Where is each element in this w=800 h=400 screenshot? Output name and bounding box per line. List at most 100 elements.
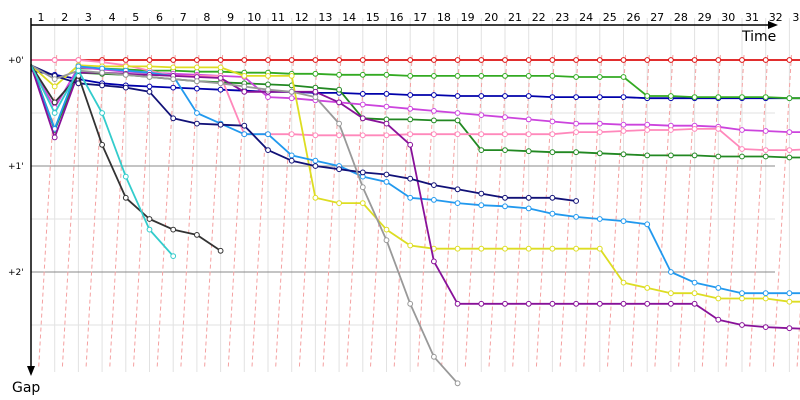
data-point (549, 245, 556, 252)
data-point (478, 93, 485, 99)
data-point (194, 64, 200, 71)
data-point (407, 242, 414, 249)
lap-tick-label: 14 (342, 11, 356, 24)
data-point (99, 69, 105, 76)
data-point (786, 325, 793, 332)
data-point (288, 157, 295, 164)
data-point (99, 82, 105, 89)
lap-dashed-line (441, 54, 461, 368)
data-point (668, 93, 674, 99)
data-point (668, 290, 674, 297)
lap-dashed-line (749, 54, 769, 368)
data-point (644, 300, 651, 307)
data-point (502, 147, 508, 154)
data-point (573, 74, 579, 80)
lap-dashed-line (464, 54, 484, 368)
data-point (549, 194, 556, 201)
data-point (431, 197, 437, 203)
data-point (241, 83, 248, 90)
data-point (715, 57, 722, 63)
data-point (620, 121, 627, 128)
data-point (715, 94, 722, 100)
data-point (312, 163, 319, 169)
data-point (549, 300, 556, 307)
lap-tick-label: 21 (508, 11, 522, 24)
data-point (620, 94, 627, 100)
data-point (573, 57, 579, 63)
data-point (739, 295, 745, 302)
series-8 (30, 63, 800, 297)
lap-tick-label: 9 (227, 11, 234, 24)
data-point (549, 149, 556, 156)
lap-tick-label: 10 (247, 11, 261, 24)
data-point (217, 247, 224, 254)
data-point (359, 169, 366, 176)
data-point (170, 253, 177, 260)
data-point (786, 290, 793, 297)
lap-tick-label: 11 (271, 11, 285, 24)
data-point (170, 57, 177, 63)
lap-tick-label: 17 (413, 11, 427, 24)
data-point (478, 245, 485, 252)
data-point (502, 57, 508, 63)
data-point (525, 116, 532, 123)
data-point (407, 73, 414, 79)
data-point (288, 152, 295, 159)
data-point (762, 290, 769, 297)
data-point (739, 57, 745, 63)
data-point (336, 86, 343, 93)
data-point (739, 322, 745, 328)
series-lines (30, 57, 800, 387)
data-point (75, 57, 82, 63)
data-point (668, 269, 674, 275)
data-point (146, 63, 153, 70)
data-point (383, 226, 390, 233)
lap-tick-label: 27 (650, 11, 664, 24)
data-point (99, 110, 105, 116)
data-point (762, 147, 769, 154)
data-point (383, 91, 390, 97)
data-point (596, 74, 603, 80)
data-point (312, 94, 319, 100)
data-point (454, 57, 461, 63)
data-point (359, 200, 366, 207)
lap-dashed-line (133, 54, 152, 368)
data-point (549, 73, 556, 79)
data-point (620, 128, 627, 134)
lap-tick-label: 15 (366, 11, 380, 24)
data-point (573, 149, 579, 156)
lap-tick-label: 33 (792, 11, 800, 24)
lap-tick-label: 24 (579, 11, 593, 24)
lap-tick-label: 26 (627, 11, 641, 24)
data-point (194, 78, 200, 85)
data-point (596, 57, 603, 63)
lap-dashed-line (654, 54, 674, 368)
data-point (549, 118, 556, 125)
lap-dashed-line (607, 54, 626, 368)
lap-tick-label: 18 (437, 11, 451, 24)
lap-dashed-line (393, 54, 413, 368)
lap-tick-label: 6 (156, 11, 163, 24)
data-point (194, 57, 200, 63)
data-point (762, 153, 769, 160)
data-point (217, 57, 224, 63)
data-point (265, 81, 271, 88)
data-point (51, 83, 58, 90)
data-point (312, 88, 319, 95)
lap-dashed-line (156, 54, 176, 368)
data-point (691, 152, 698, 159)
lap-tick-label: 13 (318, 11, 332, 24)
data-point (288, 57, 295, 63)
data-point (525, 131, 532, 138)
data-point (549, 94, 556, 100)
data-point (359, 57, 366, 63)
data-point (383, 179, 390, 185)
lap-dashed-line (227, 54, 247, 368)
data-point (383, 103, 390, 110)
data-point (596, 94, 603, 100)
data-point (691, 300, 698, 307)
lap-dashed-line (559, 54, 579, 368)
data-point (620, 218, 627, 225)
data-point (644, 221, 651, 228)
data-point (478, 202, 485, 209)
